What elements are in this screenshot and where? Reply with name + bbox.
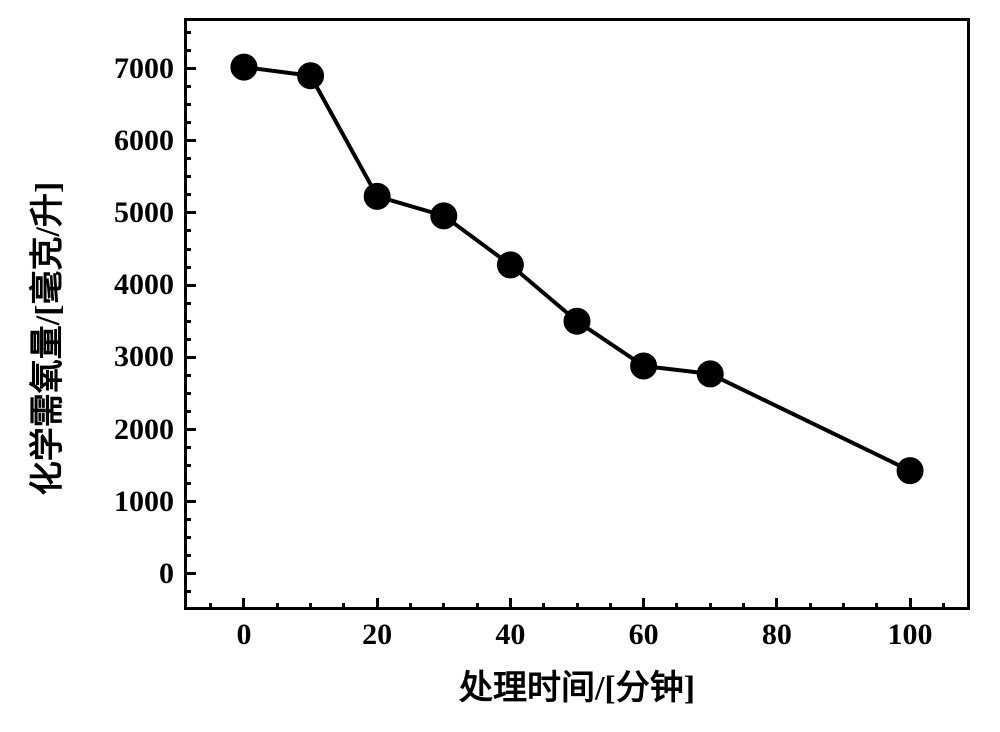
x-minor-tick — [276, 603, 279, 610]
x-axis-title: 处理时间/[分钟] — [459, 660, 695, 709]
y-tick-label: 1000 — [114, 485, 174, 519]
x-minor-tick — [809, 603, 812, 610]
series-marker — [298, 63, 324, 89]
x-minor-tick — [842, 603, 845, 610]
y-minor-tick — [184, 464, 191, 467]
series-marker — [697, 361, 723, 387]
series-marker — [631, 353, 657, 379]
series-marker — [231, 54, 257, 80]
figure: 处理时间/[分钟] 化学需氧量/[毫克/升] 02040608010001000… — [0, 0, 1000, 732]
y-tick-label: 3000 — [114, 340, 174, 374]
x-major-tick — [775, 598, 778, 610]
x-tick-label: 40 — [495, 618, 525, 652]
y-minor-tick — [184, 320, 191, 323]
x-minor-tick — [409, 603, 412, 610]
x-tick-label: 100 — [888, 618, 933, 652]
x-tick-label: 20 — [362, 618, 392, 652]
y-minor-tick — [184, 536, 191, 539]
y-minor-tick — [184, 374, 191, 377]
y-minor-tick — [184, 175, 191, 178]
x-minor-tick — [342, 603, 345, 610]
frame-top — [184, 18, 970, 21]
series-marker — [364, 183, 390, 209]
y-tick-label: 6000 — [114, 124, 174, 158]
y-axis-title: 化学需氧量/[毫克/升] — [20, 182, 69, 496]
x-minor-tick — [709, 603, 712, 610]
y-major-tick — [184, 67, 196, 70]
frame-right — [967, 18, 970, 610]
y-major-tick — [184, 356, 196, 359]
y-minor-tick — [184, 31, 191, 34]
x-major-tick — [376, 598, 379, 610]
x-minor-tick — [209, 603, 212, 610]
x-minor-tick — [476, 603, 479, 610]
x-major-tick — [909, 598, 912, 610]
y-major-tick — [184, 572, 196, 575]
y-minor-tick — [184, 85, 191, 88]
y-minor-tick — [184, 410, 191, 413]
x-major-tick — [642, 598, 645, 610]
y-minor-tick — [184, 229, 191, 232]
series-marker — [564, 308, 590, 334]
y-minor-tick — [184, 446, 191, 449]
x-minor-tick — [309, 603, 312, 610]
y-tick-label: 4000 — [114, 268, 174, 302]
y-tick-label: 5000 — [114, 196, 174, 230]
y-minor-tick — [184, 266, 191, 269]
x-minor-tick — [675, 603, 678, 610]
series-line — [244, 67, 910, 471]
x-tick-label: 80 — [762, 618, 792, 652]
x-minor-tick — [875, 603, 878, 610]
y-minor-tick — [184, 302, 191, 305]
y-major-tick — [184, 211, 196, 214]
x-tick-label: 0 — [236, 618, 251, 652]
y-major-tick — [184, 139, 196, 142]
series-marker — [431, 203, 457, 229]
y-minor-tick — [184, 482, 191, 485]
x-minor-tick — [576, 603, 579, 610]
y-minor-tick — [184, 590, 191, 593]
series-marker — [897, 458, 923, 484]
y-major-tick — [184, 428, 196, 431]
x-minor-tick — [442, 603, 445, 610]
y-minor-tick — [184, 518, 191, 521]
x-tick-label: 60 — [629, 618, 659, 652]
y-minor-tick — [184, 193, 191, 196]
y-tick-label: 7000 — [114, 52, 174, 86]
x-major-tick — [509, 598, 512, 610]
x-minor-tick — [942, 603, 945, 610]
x-minor-tick — [609, 603, 612, 610]
y-minor-tick — [184, 338, 191, 341]
series-marker — [497, 252, 523, 278]
y-tick-label: 2000 — [114, 413, 174, 447]
y-major-tick — [184, 500, 196, 503]
y-tick-label: 0 — [159, 557, 174, 591]
y-minor-tick — [184, 554, 191, 557]
x-minor-tick — [542, 603, 545, 610]
x-major-tick — [242, 598, 245, 610]
y-major-tick — [184, 284, 196, 287]
y-minor-tick — [184, 103, 191, 106]
y-minor-tick — [184, 49, 191, 52]
y-minor-tick — [184, 392, 191, 395]
x-minor-tick — [742, 603, 745, 610]
y-minor-tick — [184, 157, 191, 160]
y-minor-tick — [184, 248, 191, 251]
y-minor-tick — [184, 121, 191, 124]
